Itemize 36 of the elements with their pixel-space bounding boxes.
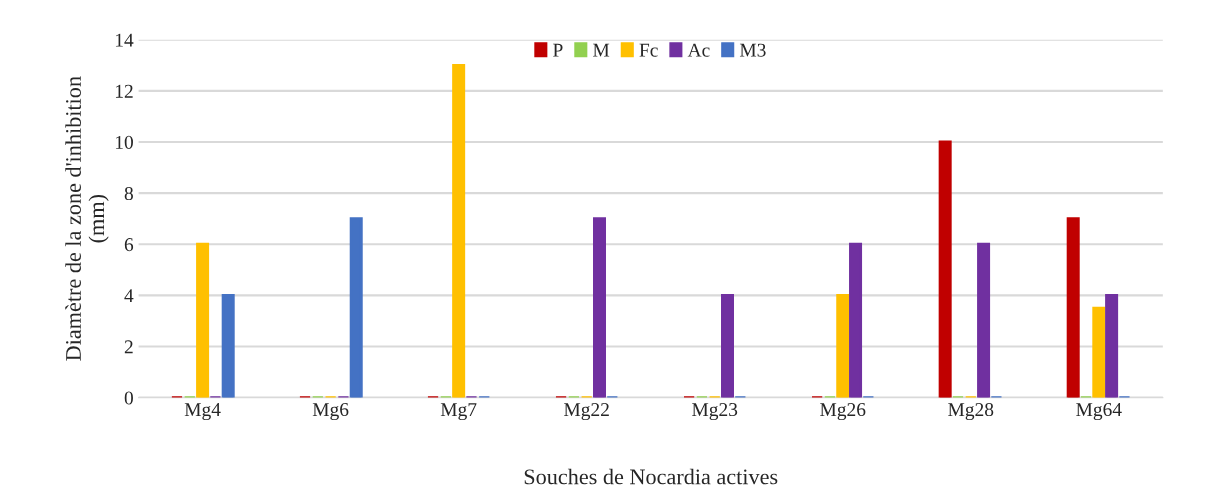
bar xyxy=(1066,217,1080,398)
legend-label: Ac xyxy=(687,43,710,57)
y-tick-label: 4 xyxy=(124,289,134,303)
bar xyxy=(221,293,235,398)
x-tick-label: Mg28 xyxy=(948,402,994,421)
legend-label: Fc xyxy=(639,43,658,57)
x-tick-label: Mg7 xyxy=(440,403,477,421)
y-tick-label: 10 xyxy=(115,135,133,149)
bar xyxy=(849,242,863,398)
bar xyxy=(938,140,952,398)
legend-label: M xyxy=(593,43,610,57)
bar xyxy=(721,293,735,398)
bar xyxy=(977,242,991,398)
bar xyxy=(1105,293,1119,398)
x-tick-label: Mg64 xyxy=(1076,403,1122,421)
x-tick-label: Mg22 xyxy=(564,403,609,421)
bar xyxy=(1092,306,1106,398)
y-tick-label: 0 xyxy=(124,391,133,405)
bar xyxy=(592,217,606,398)
y-tick-label: 12 xyxy=(115,84,133,98)
y-axis-title: Diamètre de la zone d'inhibition (mm) xyxy=(65,76,109,361)
legend-label: P xyxy=(553,43,563,57)
y-tick-label: 14 xyxy=(115,33,134,47)
x-tick-label: Mg23 xyxy=(692,403,738,421)
x-tick-label: Mg6 xyxy=(312,403,349,421)
y-tick-label: 2 xyxy=(124,340,133,354)
bar xyxy=(196,242,210,398)
x-tick-label: Mg4 xyxy=(184,403,221,421)
y-tick-label: 8 xyxy=(124,186,133,201)
x-tick-label: Mg26 xyxy=(820,403,866,421)
x-axis-title: Souches de Nocardia actives xyxy=(524,468,778,485)
legend-label: M3 xyxy=(739,43,766,57)
bar xyxy=(349,217,363,398)
bar xyxy=(836,293,850,398)
y-tick-label: 6 xyxy=(124,238,134,252)
bar xyxy=(452,63,466,398)
